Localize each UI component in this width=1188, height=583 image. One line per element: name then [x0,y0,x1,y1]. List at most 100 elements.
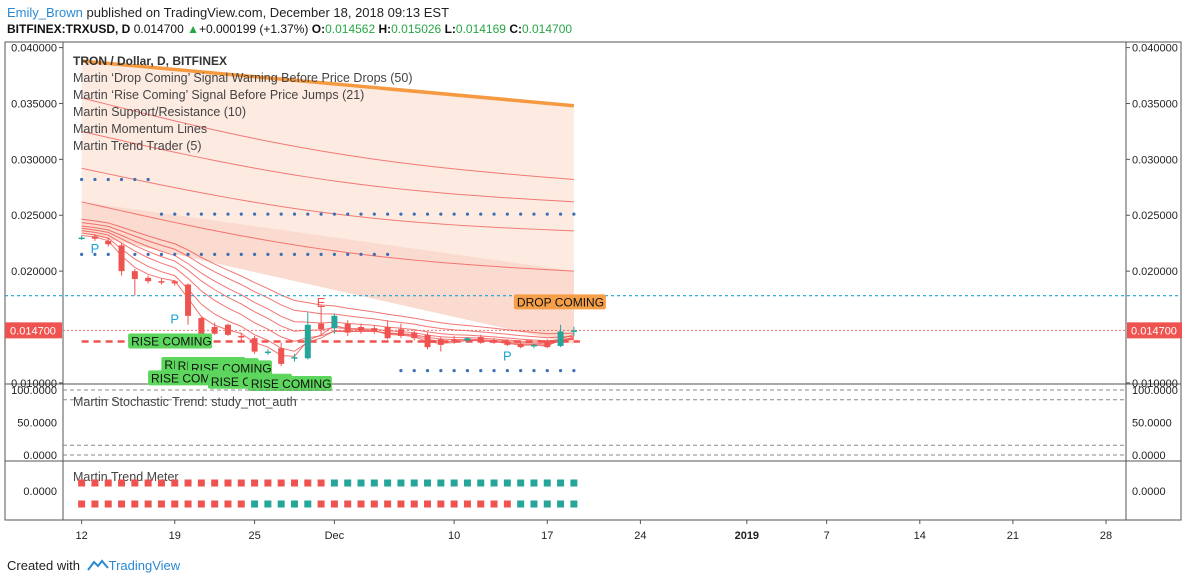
trend-meter-cell [304,479,312,487]
dotted-level-point [372,212,376,216]
dotted-level-point [159,212,164,216]
publish-header: Emily_Brown published on TradingView.com… [7,5,449,20]
footer: Created with TradingView [7,558,180,573]
dotted-level-point [306,212,310,216]
trend-meter-cell [397,500,405,508]
author-link[interactable]: Emily_Brown [7,5,83,20]
trend-meter-cell [477,500,485,508]
candle-body [264,351,271,354]
trend-meter-cell [237,500,245,508]
rise-coming-signal: RISE COMING [128,333,213,349]
dotted-level-point [558,368,563,373]
stochastic-tick-left: 50.0000 [17,418,57,430]
candle-body [570,330,577,332]
dotted-level-point [106,177,110,182]
candle-body [411,332,418,339]
stochastic-tick-right: 100.0000 [1132,385,1178,397]
dotted-level-point [146,252,150,256]
dotted-level-point [425,212,430,216]
high-value: 0.015026 [391,22,442,36]
trend-meter-cell [530,500,538,508]
y-tick-label-left: 0.010000 [11,378,57,390]
trend-meter-cell [517,479,525,487]
trend-meter-cell [450,500,458,508]
trend-meter-title: Martin Trend Meter [73,470,179,484]
trend-meter-cell [530,479,538,487]
dotted-level-point [399,212,403,216]
momentum-line [81,167,574,232]
moving-average-line [81,222,574,339]
chart-frame [4,41,1182,521]
momentum-line [81,97,574,180]
dotted-level-point [252,212,257,216]
trend-meter-cell [157,479,165,487]
trend-meter-cell [557,500,565,508]
momentum-line [81,130,574,203]
x-tick-label: 21 [1007,530,1019,542]
trend-meter-cell [277,479,285,487]
dotted-level-point [465,368,470,373]
legend-entry: Martin ‘Rise Coming’ Signal Before Price… [73,88,364,102]
signal-label: RISE COMING [131,335,212,349]
trend-meter-cell [477,479,485,487]
dotted-level-point [226,212,230,216]
legend-entry: Martin Momentum Lines [73,122,207,136]
moving-average-line [81,225,574,342]
trend-meter-cell [543,500,551,508]
candle-body [158,281,165,283]
publish-info: published on TradingView.com, December 1… [86,5,450,20]
x-tick-label: 17 [541,530,553,542]
trend-meter-cell [557,479,565,487]
chart-title: TRON / Dollar, D, BITFINEX [73,54,227,68]
trend-meter-cell [317,500,325,508]
x-tick-label: Dec [325,530,345,542]
dotted-level-point [572,212,576,216]
x-tick-label: 24 [634,530,646,542]
y-tick-label-left: 0.020000 [11,266,57,278]
dotted-level-point [399,368,403,373]
x-tick-label: 28 [1100,530,1112,542]
x-tick-label: 25 [248,530,260,542]
dotted-level-point [346,252,350,256]
trend-meter-cell [131,479,139,487]
close-label: C: [509,22,522,36]
dotted-level-point [106,252,110,256]
dotted-level-point [266,212,270,216]
ma50-line [81,59,575,108]
y-tick-label-left: 0.025000 [11,210,57,222]
dotted-level-point [279,212,283,216]
candle-body [464,338,471,341]
trend-meter-cell [104,479,112,487]
candle-body [424,334,431,348]
trend-meter-cell [144,500,152,508]
dotted-level-point [319,212,323,216]
candle-body [504,341,511,345]
dotted-level-point [545,212,549,216]
open-label: O: [311,22,326,36]
dotted-level-point [199,252,203,256]
y-tick-label-right: 0.040000 [1132,43,1178,55]
dotted-level-point [346,212,350,216]
candle-body [118,245,125,272]
dotted-level-point [133,177,137,182]
trend-meter-cell [424,479,432,487]
dotted-level-point [199,212,203,216]
trend-meter-cell [171,479,179,487]
open-value: 0.014562 [325,22,376,36]
candle-body [544,340,551,348]
stochastic-title: Martin Stochastic Trend: study_not_auth [73,395,297,409]
dotted-level-point [505,368,509,373]
trend-meter-cell [264,500,272,508]
tradingview-link[interactable]: TradingView [108,558,181,573]
trend-meter-cell [384,500,392,508]
y-tick-label-left: 0.035000 [11,98,57,110]
trend-meter-cell [370,500,378,508]
trend-meter-cell [384,479,392,487]
drop-coming-signal: DROP COMING [513,294,606,310]
dotted-level-point [146,177,150,182]
dotted-level-point [359,252,363,256]
legend-entry: Martin Trend Trader (5) [73,139,202,153]
trend-meter-cell [437,500,445,508]
dotted-level-point [452,212,456,216]
